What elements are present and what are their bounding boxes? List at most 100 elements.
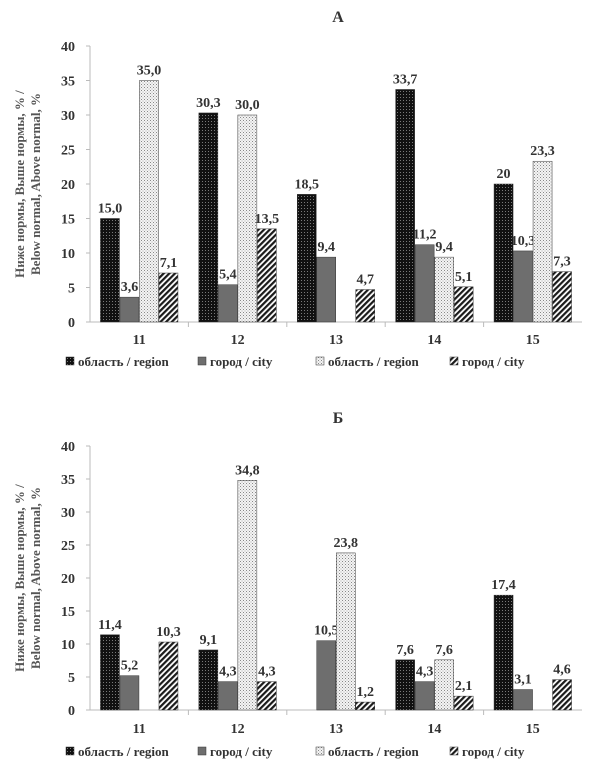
panel-b-data-label-series-2-cat-12: 4,3 (219, 665, 237, 680)
panel-b-y-tick-label: 25 (61, 539, 75, 554)
panel-b-x-tick-label: 14 (427, 722, 441, 737)
panel-a-x-tick-label: 11 (133, 333, 146, 348)
panel-a-data-label-series-1-cat-14: 33,7 (393, 72, 418, 87)
panel-a-y-tick-label: 25 (61, 144, 75, 159)
panel-a-bar-series-4-cat-13 (355, 289, 375, 323)
panel-b-bar-series-2-cat-14 (414, 681, 435, 711)
panel-a-data-label-series-4-cat-13: 4,7 (357, 273, 375, 288)
panel-a-data-label-series-3-cat-11: 35,0 (137, 64, 162, 79)
panel-b-data-label-series-3-cat-14: 7,6 (435, 643, 453, 658)
panel-b-legend-swatch-3 (315, 746, 325, 756)
panel-b-x-tick-label: 15 (526, 722, 540, 737)
panel-b-bar-series-1-cat-14 (395, 659, 415, 711)
panel-b-bar-series-4-cat-15 (552, 679, 572, 711)
panel-b-bar-series-3-cat-14 (434, 659, 454, 711)
panel-b-bar-series-4-cat-14 (453, 695, 474, 711)
panel-a-data-label-series-2-cat-13: 9,4 (318, 240, 336, 255)
panel-a-data-label-series-3-cat-15: 23,3 (530, 144, 555, 159)
panel-b-bar-series-2-cat-13 (316, 640, 336, 711)
panel-a-bar-series-3-cat-11 (139, 80, 159, 323)
panel-b-y-tick-label: 30 (61, 506, 75, 521)
panel-a-x-tick-label: 15 (526, 333, 540, 348)
panel-a-data-label-series-4-cat-14: 5,1 (455, 270, 473, 285)
panel-a-data-label-series-1-cat-15: 20 (497, 167, 511, 182)
panel-a-data-label-series-2-cat-15: 10,3 (511, 234, 536, 249)
panel-b-bar-series-4-cat-11 (158, 641, 179, 711)
panel-b-x-tick-label: 12 (231, 722, 245, 737)
panel-b-y-tick-label: 40 (61, 440, 75, 455)
panel-b-bar-series-4-cat-12 (257, 681, 277, 711)
panel-b-data-label-series-4-cat-12: 4,3 (258, 665, 276, 680)
panel-b-bar-series-1-cat-15 (493, 594, 514, 711)
panel-a-bar-series-2-cat-11 (119, 296, 140, 323)
panel-b-legend-swatch-4 (449, 746, 459, 756)
panel-b-y-tick-label: 5 (68, 671, 75, 686)
panel-b-data-label-series-1-cat-14: 7,6 (396, 643, 414, 658)
panel-a-data-label-series-2-cat-12: 5,4 (219, 268, 237, 283)
panel-a-title: А (332, 9, 344, 26)
panel-a-bar-series-1-cat-13 (297, 194, 317, 323)
panel-a-y-tick-label: 20 (61, 178, 75, 193)
panel-b-data-label-series-1-cat-15: 17,4 (491, 578, 516, 593)
panel-a-data-label-series-1-cat-11: 15,0 (98, 202, 123, 217)
panel-b-bar-series-1-cat-11 (100, 634, 120, 711)
panel-a-bar-series-3-cat-15 (532, 160, 553, 323)
panel-b-bar-series-3-cat-13 (336, 552, 356, 711)
panel-b-title: Б (333, 410, 344, 427)
panel-a-y-tick-label: 15 (61, 213, 75, 228)
panel-a-x-tick-label: 12 (231, 333, 245, 348)
panel-b-bar-series-2-cat-11 (119, 675, 140, 711)
panel-b-data-label-series-1-cat-11: 11,4 (98, 618, 122, 633)
panel-a-bar-series-1-cat-15 (493, 183, 514, 323)
panel-b-y-axis-label-line-2: Below normal, Above normal, % (28, 487, 43, 669)
panel-b-data-label-series-4-cat-15: 4,6 (553, 663, 571, 678)
panel-a-bar-series-2-cat-12 (218, 284, 238, 323)
panel-b-data-label-series-3-cat-12: 34,8 (235, 463, 260, 478)
panel-b-legend-label-1: область / region (78, 744, 170, 759)
panel-b-y-tick-label: 35 (61, 473, 75, 488)
panel-b-y-axis-label-line-1: Ниже нормы, Выше нормы, % / (12, 484, 27, 672)
panel-a-y-axis-label-line-2: Below normal, Above normal, % (28, 93, 43, 275)
panel-b-x-tick-label: 13 (329, 722, 343, 737)
panel-a-bar-series-3-cat-14 (434, 256, 454, 323)
panel-b-legend-label-4: город / city (462, 744, 525, 759)
panel-a-y-tick-label: 5 (68, 282, 75, 297)
panel-b-data-label-series-1-cat-12: 9,1 (200, 633, 218, 648)
panel-a-y-tick-label: 30 (61, 109, 75, 124)
panel-b-legend-swatch-1 (65, 746, 75, 756)
panel-a-legend-label-4: город / city (462, 354, 525, 369)
panel-a-legend-swatch-3 (315, 356, 325, 366)
panel-a-legend-swatch-4 (449, 356, 459, 366)
panel-a-bar-series-1-cat-12 (198, 112, 219, 323)
panel-b-bar-series-2-cat-12 (218, 681, 238, 711)
panel-a-y-axis-label-line-1: Ниже нормы, Выше нормы, % / (12, 90, 27, 278)
panel-b-bar-series-2-cat-15 (513, 689, 533, 711)
panel-a-bar-series-4-cat-15 (552, 271, 572, 323)
panel-b-data-label-series-4-cat-11: 10,3 (156, 625, 181, 640)
panel-a-legend-swatch-2 (197, 356, 207, 366)
panel-a-bar-series-2-cat-15 (513, 250, 533, 323)
panel-b-x-tick-label: 11 (133, 722, 146, 737)
panel-a-y-tick-label: 10 (61, 247, 75, 262)
panel-a-data-label-series-2-cat-14: 11,2 (413, 228, 437, 243)
panel-b-data-label-series-4-cat-13: 1,2 (357, 685, 375, 700)
panel-b-data-label-series-4-cat-14: 2,1 (455, 679, 473, 694)
panel-a-data-label-series-4-cat-12: 13,5 (255, 212, 280, 227)
panel-b-bar-series-4-cat-13 (355, 701, 375, 711)
panel-b-bar-series-3-cat-12 (237, 480, 258, 711)
panel-a-data-label-series-4-cat-11: 7,1 (160, 256, 178, 271)
panel-a-x-tick-label: 14 (427, 333, 441, 348)
panel-b-data-label-series-2-cat-11: 5,2 (121, 659, 139, 674)
panel-b-data-label-series-2-cat-13: 10,5 (314, 624, 339, 639)
panel-b-data-label-series-3-cat-13: 23,8 (334, 536, 359, 551)
panel-a-bar-series-4-cat-12 (257, 228, 277, 323)
panel-b-bar-series-1-cat-12 (198, 649, 219, 711)
panel-a-legend-label-1: область / region (78, 354, 170, 369)
panel-b-y-tick-label: 15 (61, 605, 75, 620)
panel-a-bar-series-2-cat-13 (316, 256, 336, 323)
panel-a-data-label-series-2-cat-11: 3,6 (121, 280, 139, 295)
panel-a-bar-series-4-cat-14 (453, 286, 474, 323)
panel-b-y-tick-label: 0 (68, 704, 75, 719)
panel-a-data-label-series-3-cat-12: 30,0 (235, 98, 260, 113)
